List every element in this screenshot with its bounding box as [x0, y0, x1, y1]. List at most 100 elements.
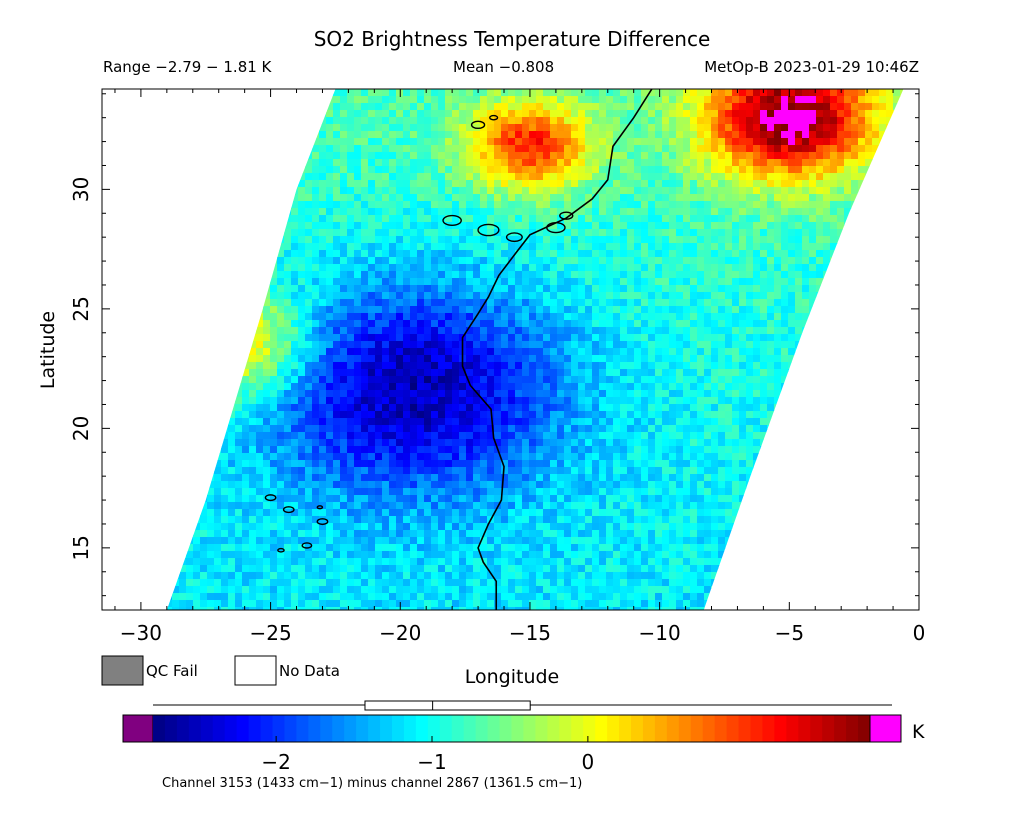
- heatmap-cell: [613, 250, 621, 258]
- heatmap-cell: [669, 257, 677, 265]
- heatmap-cell: [291, 215, 299, 223]
- heatmap-cell: [851, 152, 859, 160]
- heatmap-cell: [704, 117, 712, 125]
- heatmap-cell: [669, 334, 677, 342]
- heatmap-cell: [732, 257, 740, 265]
- heatmap-cell: [277, 313, 285, 321]
- heatmap-cell: [851, 173, 859, 181]
- heatmap-cell: [823, 145, 831, 153]
- heatmap-cell: [319, 285, 327, 293]
- heatmap-cell: [669, 285, 677, 293]
- heatmap-cell: [585, 313, 593, 321]
- heatmap-cell: [291, 362, 299, 370]
- heatmap-cell: [480, 159, 488, 167]
- heatmap-cell: [781, 96, 789, 104]
- heatmap-cell: [641, 124, 649, 132]
- heatmap-cell: [753, 194, 761, 202]
- heatmap-cell: [578, 369, 586, 377]
- heatmap-cell: [592, 131, 600, 139]
- heatmap-cell: [641, 117, 649, 125]
- heatmap-cell: [459, 250, 467, 258]
- heatmap-cell: [473, 369, 481, 377]
- heatmap-cell: [578, 355, 586, 363]
- heatmap-cell: [424, 278, 432, 286]
- heatmap-cell: [354, 110, 362, 118]
- heatmap-cell: [627, 243, 635, 251]
- heatmap-cell: [368, 222, 376, 230]
- heatmap-cell: [494, 208, 502, 216]
- heatmap-cell: [655, 264, 663, 272]
- heatmap-cell: [592, 292, 600, 300]
- heatmap-cell: [760, 96, 768, 104]
- heatmap-cell: [340, 229, 348, 237]
- heatmap-cell: [760, 348, 768, 356]
- heatmap-cell: [718, 362, 726, 370]
- heatmap-cell: [760, 124, 768, 132]
- heatmap-cell: [424, 194, 432, 202]
- heatmap-cell: [816, 96, 824, 104]
- heatmap-cell: [634, 278, 642, 286]
- heatmap-cell: [550, 243, 558, 251]
- heatmap-cell: [683, 187, 691, 195]
- heatmap-cell: [368, 278, 376, 286]
- heatmap-cell: [823, 103, 831, 111]
- heatmap-cell: [823, 201, 831, 209]
- heatmap-cell: [788, 348, 796, 356]
- heatmap-cell: [613, 369, 621, 377]
- heatmap-cell: [781, 299, 789, 307]
- heatmap-cell: [326, 271, 334, 279]
- heatmap-cell: [389, 327, 397, 335]
- heatmap-cell: [431, 124, 439, 132]
- heatmap-cell: [725, 117, 733, 125]
- heatmap-cell: [795, 215, 803, 223]
- heatmap-cell: [319, 278, 327, 286]
- heatmap-cell: [697, 327, 705, 335]
- heatmap-cell: [830, 159, 838, 167]
- heatmap-cell: [508, 348, 516, 356]
- heatmap-cell: [410, 376, 418, 384]
- heatmap-cell: [291, 264, 299, 272]
- heatmap-cell: [382, 110, 390, 118]
- heatmap-cell: [452, 285, 460, 293]
- heatmap-cell: [774, 145, 782, 153]
- heatmap-cell: [466, 124, 474, 132]
- heatmap-cell: [655, 103, 663, 111]
- heatmap-cell: [543, 96, 551, 104]
- heatmap-cell: [522, 306, 530, 314]
- heatmap-cell: [627, 369, 635, 377]
- heatmap-cell: [270, 285, 278, 293]
- heatmap-cell: [739, 194, 747, 202]
- heatmap-cell: [655, 96, 663, 104]
- heatmap-cell: [319, 264, 327, 272]
- heatmap-cell: [550, 236, 558, 244]
- heatmap-cell: [403, 138, 411, 146]
- heatmap-cell: [389, 89, 397, 97]
- heatmap-cell: [725, 299, 733, 307]
- heatmap-cell: [536, 271, 544, 279]
- heatmap-cell: [277, 264, 285, 272]
- heatmap-cell: [683, 334, 691, 342]
- heatmap-cell: [347, 306, 355, 314]
- heatmap-cell: [487, 103, 495, 111]
- heatmap-cell: [816, 187, 824, 195]
- heatmap-cell: [438, 327, 446, 335]
- heatmap-cell: [340, 187, 348, 195]
- heatmap-cell: [487, 299, 495, 307]
- heatmap-cell: [676, 264, 684, 272]
- heatmap-cell: [375, 299, 383, 307]
- heatmap-cell: [410, 313, 418, 321]
- heatmap-cell: [319, 292, 327, 300]
- heatmap-cell: [536, 257, 544, 265]
- heatmap-cell: [375, 201, 383, 209]
- heatmap-cell: [732, 285, 740, 293]
- heatmap-cell: [417, 341, 425, 349]
- heatmap-cell: [809, 152, 817, 160]
- heatmap-cell: [522, 180, 530, 188]
- heatmap-cell: [564, 362, 572, 370]
- heatmap-cell: [263, 306, 271, 314]
- heatmap-cell: [620, 229, 628, 237]
- heatmap-cell: [613, 327, 621, 335]
- heatmap-cell: [634, 348, 642, 356]
- heatmap-cell: [767, 110, 775, 118]
- heatmap-cell: [753, 229, 761, 237]
